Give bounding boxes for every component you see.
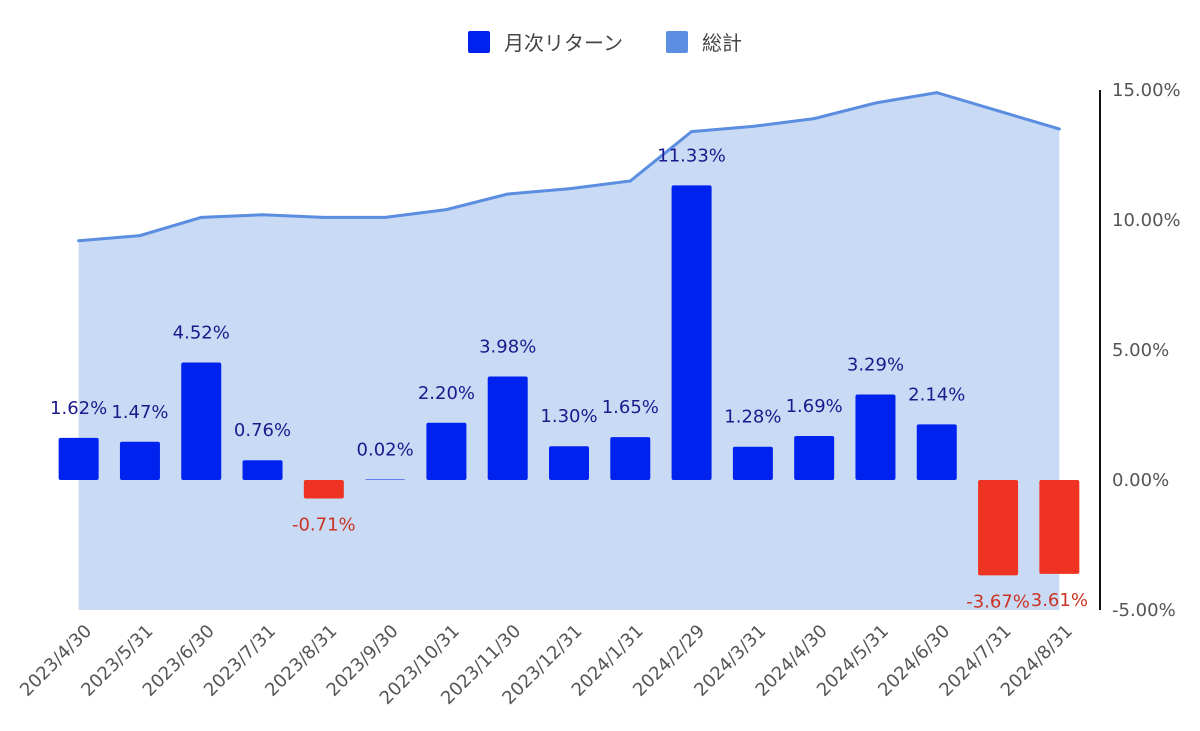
bar-9 — [610, 437, 651, 480]
total-point-10 — [690, 130, 694, 134]
total-area — [78, 92, 1060, 611]
total-point-6 — [444, 208, 448, 212]
data-label-7: 3.98% — [479, 337, 536, 358]
total-point-7 — [506, 192, 510, 196]
total-point-11 — [751, 124, 755, 128]
total-area-layer — [77, 91, 1061, 611]
y-tick-label-0: 15.00% — [1112, 80, 1181, 101]
data-label-8: 1.30% — [540, 406, 597, 427]
bar-11 — [732, 446, 773, 480]
data-label-2: 4.52% — [173, 322, 230, 343]
data-label-13: 3.29% — [847, 354, 904, 375]
bar-12 — [794, 436, 835, 480]
total-point-2 — [199, 215, 203, 219]
total-point-5 — [383, 215, 387, 219]
y-tick-label-1: 10.00% — [1112, 210, 1181, 231]
data-label-15: -3.67% — [966, 591, 1030, 612]
bar-3 — [242, 460, 283, 480]
total-point-8 — [567, 187, 571, 191]
y-tick-label-3: 0.00% — [1112, 470, 1169, 491]
legend: 月次リターン 総計 — [468, 31, 742, 55]
data-label-10: 11.33% — [657, 145, 726, 166]
bar-14 — [916, 424, 957, 480]
y-tick-label-2: 5.00% — [1112, 340, 1169, 361]
legend-label-total: 総計 — [702, 31, 742, 55]
data-label-layer: 1.62% 1.47% 4.52% 0.76% -0.71% 0.02% 2.20% 3.98… — [50, 145, 1088, 612]
data-label-11: 1.28% — [724, 407, 781, 428]
legend-label-monthly: 月次リターン — [504, 31, 623, 55]
data-label-12: 1.69% — [786, 396, 843, 417]
bar-2 — [181, 362, 222, 480]
legend-swatch-monthly — [468, 31, 490, 53]
data-label-0: 1.62% — [50, 398, 107, 419]
bar-5 — [365, 479, 406, 480]
bar-layer — [58, 185, 1080, 576]
bar-15 — [978, 480, 1019, 576]
total-point-3 — [261, 213, 265, 217]
data-label-3: 0.76% — [234, 420, 291, 441]
y-tick-label-4: -5.00% — [1112, 600, 1176, 621]
bar-0 — [58, 437, 99, 480]
total-point-15 — [996, 109, 1000, 113]
data-label-14: 2.14% — [908, 384, 965, 405]
data-label-16: 3.61% — [1031, 590, 1088, 611]
total-point-0 — [77, 239, 81, 243]
y-axis: 15.00% 10.00% 5.00% 0.00% -5.00% — [1099, 80, 1181, 621]
bar-10 — [671, 185, 712, 481]
bar-8 — [549, 446, 589, 480]
total-point-1 — [138, 234, 142, 238]
data-label-4: -0.71% — [292, 514, 356, 535]
bar-1 — [119, 441, 160, 480]
legend-swatch-total — [666, 31, 688, 53]
total-point-4 — [322, 215, 326, 219]
total-point-16 — [1057, 127, 1061, 131]
bar-16 — [1039, 480, 1080, 574]
data-label-9: 1.65% — [602, 397, 659, 418]
total-point-13 — [873, 101, 877, 105]
bar-7 — [487, 376, 528, 480]
bar-13 — [855, 394, 896, 480]
bar-6 — [426, 422, 467, 480]
total-point-14 — [935, 91, 939, 95]
bar-4 — [303, 480, 344, 499]
total-point-9 — [628, 179, 632, 183]
total-point-12 — [812, 117, 816, 121]
data-label-6: 2.20% — [418, 383, 475, 404]
x-axis: 2023/4/302023/5/312023/6/302023/7/312023… — [16, 621, 1077, 709]
data-label-1: 1.47% — [111, 402, 168, 423]
data-label-5: 0.02% — [357, 439, 414, 460]
